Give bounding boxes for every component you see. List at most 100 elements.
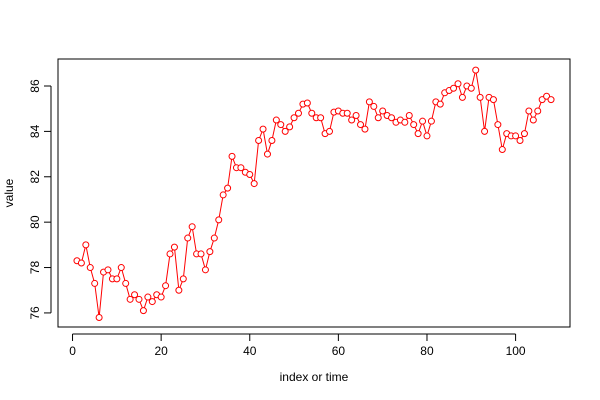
data-point [379, 107, 387, 115]
data-point [419, 117, 427, 125]
data-point [277, 121, 285, 129]
data-point [122, 279, 130, 287]
data-point [317, 114, 325, 122]
data-point [520, 130, 528, 138]
data-point [467, 84, 475, 92]
data-point [206, 248, 214, 256]
data-point [343, 109, 351, 117]
x-tick-label: 20 [154, 344, 168, 358]
data-point [458, 93, 466, 101]
data-point [197, 250, 205, 258]
data-point [131, 291, 139, 299]
data-point [512, 132, 520, 140]
y-tick-label: 78 [28, 261, 42, 275]
data-point [224, 184, 232, 192]
data-point [286, 123, 294, 131]
data-point [144, 293, 152, 301]
data-point [139, 307, 147, 315]
data-point [388, 114, 396, 122]
data-point [294, 109, 302, 117]
data-point [414, 130, 422, 138]
data-point [481, 127, 489, 135]
data-point [126, 295, 134, 303]
data-point [91, 279, 99, 287]
data-point [201, 266, 209, 274]
data-point [357, 121, 365, 129]
y-axis-label: value [2, 178, 16, 207]
data-point [308, 109, 316, 117]
data-point [281, 127, 289, 135]
data-point [401, 118, 409, 126]
data-point [237, 164, 245, 172]
data-point [494, 121, 502, 129]
data-point [472, 66, 480, 74]
x-tick-label: 40 [243, 344, 257, 358]
x-tick-label: 0 [69, 344, 76, 358]
data-point [219, 191, 227, 199]
data-point [162, 282, 170, 290]
y-tick-label: 82 [28, 170, 42, 184]
data-point [516, 136, 524, 144]
data-point [427, 117, 435, 125]
data-point [489, 96, 497, 104]
data-point [268, 136, 276, 144]
data-point [352, 112, 360, 120]
data-point [263, 150, 271, 158]
data-point [436, 100, 444, 108]
x-tick-label: 80 [420, 344, 434, 358]
x-tick-label: 100 [506, 344, 526, 358]
data-point [86, 264, 94, 272]
data-point [215, 216, 223, 224]
data-point [104, 266, 112, 274]
y-tick-label: 86 [28, 79, 42, 93]
data-point [255, 136, 263, 144]
data-point [246, 171, 254, 179]
data-point [95, 313, 103, 321]
data-point [326, 127, 334, 135]
data-point [525, 107, 533, 115]
data-point [148, 298, 156, 306]
data-point [179, 275, 187, 283]
data-point [410, 121, 418, 129]
data-point [547, 96, 555, 104]
data-point [405, 112, 413, 120]
data-point [529, 116, 537, 124]
data-point [135, 295, 143, 303]
data-point [450, 84, 458, 92]
data-point [498, 146, 506, 154]
data-point [272, 116, 280, 124]
data-point [82, 241, 90, 249]
data-point [534, 107, 542, 115]
y-tick-label: 80 [28, 215, 42, 229]
data-point [210, 234, 218, 242]
data-point [259, 125, 267, 133]
plot-box [57, 58, 571, 328]
x-axis-label: index or time [280, 370, 349, 384]
y-tick-label: 76 [28, 306, 42, 320]
data-point [250, 180, 258, 188]
y-tick-label: 84 [28, 124, 42, 138]
data-point [113, 275, 121, 283]
data-point [77, 259, 85, 267]
data-point [348, 116, 356, 124]
data-point [184, 234, 192, 242]
data-point [361, 125, 369, 133]
data-point [454, 80, 462, 88]
data-point [175, 286, 183, 294]
data-point [370, 102, 378, 110]
data-point [228, 152, 236, 160]
data-point [303, 99, 311, 107]
data-point [157, 293, 165, 301]
data-point [290, 114, 298, 122]
data-point [476, 93, 484, 101]
data-point [117, 264, 125, 272]
data-point [365, 98, 373, 106]
data-point [374, 114, 382, 122]
data-point [166, 250, 174, 258]
data-point [423, 132, 431, 140]
data-point [188, 223, 196, 231]
data-point [170, 243, 178, 251]
data-line [76, 70, 552, 318]
